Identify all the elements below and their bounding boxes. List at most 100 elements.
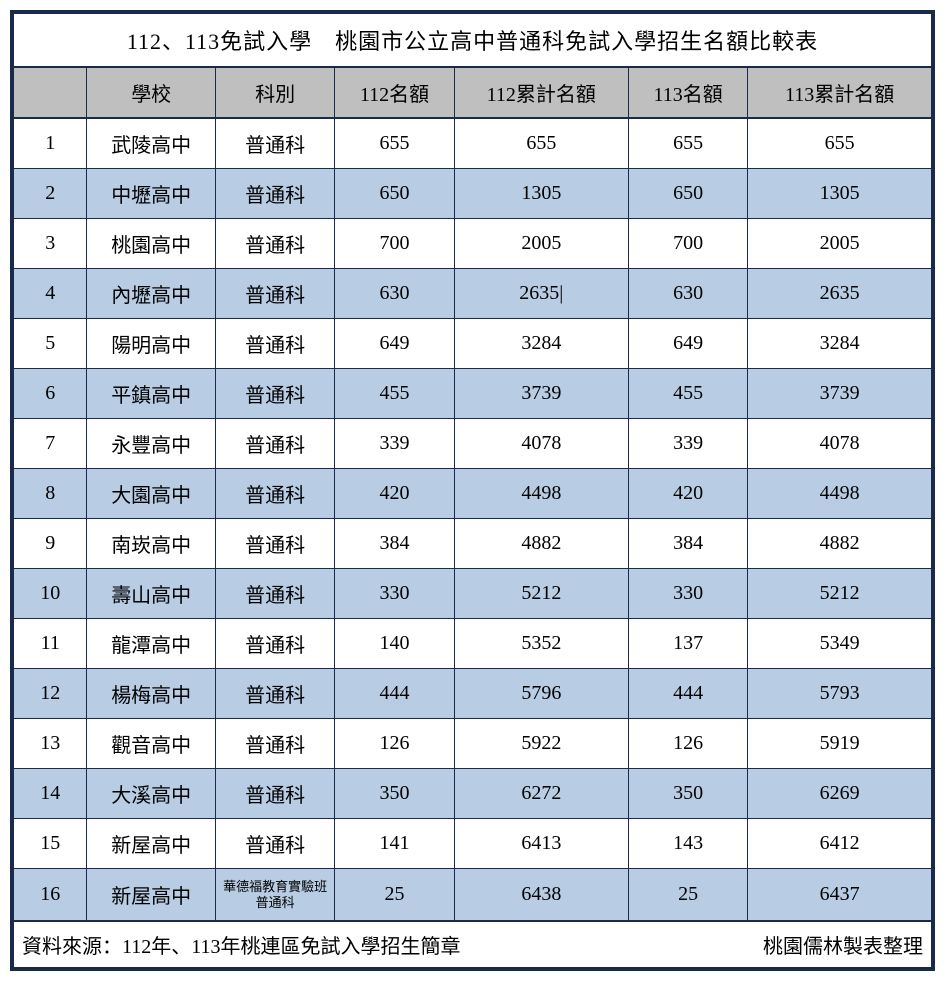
cell-dept: 普通科 (215, 519, 334, 569)
title-row: 112、113免試入學 桃園市公立高中普通科免試入學招生名額比較表 (14, 14, 932, 68)
table-row: 13觀音高中普通科12659221265919 (14, 719, 932, 769)
cell-num: 15 (14, 819, 87, 869)
cell-c112: 3739 (454, 369, 628, 419)
table-container: 112、113免試入學 桃園市公立高中普通科免試入學招生名額比較表 學校 科別 … (10, 10, 935, 971)
cell-q112: 630 (335, 269, 454, 319)
cell-school: 武陵高中 (87, 118, 216, 169)
table-row: 5陽明高中普通科64932846493284 (14, 319, 932, 369)
cell-q112: 339 (335, 419, 454, 469)
cell-c112: 655 (454, 118, 628, 169)
cell-dept: 普通科 (215, 669, 334, 719)
cell-school: 陽明高中 (87, 319, 216, 369)
cell-c113: 5919 (748, 719, 932, 769)
col-q113: 113名額 (629, 67, 748, 118)
cell-school: 內壢高中 (87, 269, 216, 319)
col-q112: 112名額 (335, 67, 454, 118)
cell-c112: 6272 (454, 769, 628, 819)
cell-num: 14 (14, 769, 87, 819)
cell-c113: 5349 (748, 619, 932, 669)
cell-q113: 630 (629, 269, 748, 319)
table-row: 6平鎮高中普通科45537394553739 (14, 369, 932, 419)
cell-dept: 普通科 (215, 419, 334, 469)
cell-num: 6 (14, 369, 87, 419)
table-row: 14大溪高中普通科35062723506269 (14, 769, 932, 819)
cell-school: 大溪高中 (87, 769, 216, 819)
cell-c112: 2005 (454, 219, 628, 269)
cell-c113: 2005 (748, 219, 932, 269)
table-row: 12楊梅高中普通科44457964445793 (14, 669, 932, 719)
footer-credit: 桃園儒林製表整理 (763, 930, 923, 959)
cell-c113: 5793 (748, 669, 932, 719)
cell-q112: 126 (335, 719, 454, 769)
cell-dept: 普通科 (215, 469, 334, 519)
cell-c113: 6412 (748, 819, 932, 869)
cell-c112: 4498 (454, 469, 628, 519)
cell-q112: 141 (335, 819, 454, 869)
cell-q113: 455 (629, 369, 748, 419)
col-c113: 113累計名額 (748, 67, 932, 118)
cell-num: 8 (14, 469, 87, 519)
cell-q112: 444 (335, 669, 454, 719)
cell-num: 7 (14, 419, 87, 469)
cell-num: 12 (14, 669, 87, 719)
table-row: 9南崁高中普通科38448823844882 (14, 519, 932, 569)
cell-c113: 4498 (748, 469, 932, 519)
cell-q112: 140 (335, 619, 454, 669)
cell-num: 10 (14, 569, 87, 619)
cell-num: 9 (14, 519, 87, 569)
cell-num: 13 (14, 719, 87, 769)
cell-q113: 444 (629, 669, 748, 719)
cell-c112: 4882 (454, 519, 628, 569)
cell-c112: 5796 (454, 669, 628, 719)
cell-school: 桃園高中 (87, 219, 216, 269)
cell-q113: 339 (629, 419, 748, 469)
cell-c112: 6413 (454, 819, 628, 869)
cell-c113: 1305 (748, 169, 932, 219)
cell-dept: 普通科 (215, 769, 334, 819)
cell-dept: 普通科 (215, 169, 334, 219)
cell-school: 大園高中 (87, 469, 216, 519)
cell-q112: 420 (335, 469, 454, 519)
cell-school: 中壢高中 (87, 169, 216, 219)
cell-c113: 2635 (748, 269, 932, 319)
cell-school: 楊梅高中 (87, 669, 216, 719)
cell-q112: 330 (335, 569, 454, 619)
table-row: 8大園高中普通科42044984204498 (14, 469, 932, 519)
cell-c112: 5212 (454, 569, 628, 619)
cell-c113: 655 (748, 118, 932, 169)
cell-num: 4 (14, 269, 87, 319)
cell-dept: 普通科 (215, 369, 334, 419)
cell-dept: 普通科 (215, 719, 334, 769)
cell-num: 5 (14, 319, 87, 369)
cell-c113: 4882 (748, 519, 932, 569)
cell-num: 1 (14, 118, 87, 169)
cell-school: 永豐高中 (87, 419, 216, 469)
cell-q112: 384 (335, 519, 454, 569)
cell-q112: 455 (335, 369, 454, 419)
cell-dept: 普通科 (215, 118, 334, 169)
cell-c112: 5922 (454, 719, 628, 769)
cell-q113: 649 (629, 319, 748, 369)
cell-school: 龍潭高中 (87, 619, 216, 669)
cell-q112: 350 (335, 769, 454, 819)
table-row: 15新屋高中普通科14164131436412 (14, 819, 932, 869)
cell-q113: 126 (629, 719, 748, 769)
cell-c112: 1305 (454, 169, 628, 219)
cell-q113: 330 (629, 569, 748, 619)
footer-row: 資料來源：112年、113年桃連區免試入學招生簡章 桃園儒林製表整理 (14, 921, 932, 968)
cell-dept: 普通科 (215, 819, 334, 869)
cell-c113: 6269 (748, 769, 932, 819)
cell-num: 2 (14, 169, 87, 219)
table-row: 10壽山高中普通科33052123305212 (14, 569, 932, 619)
cell-c113: 3284 (748, 319, 932, 369)
cell-q113: 384 (629, 519, 748, 569)
cell-q112: 649 (335, 319, 454, 369)
cell-c112: 4078 (454, 419, 628, 469)
cell-q113: 350 (629, 769, 748, 819)
col-dept: 科別 (215, 67, 334, 118)
cell-school: 南崁高中 (87, 519, 216, 569)
cell-dept: 普通科 (215, 569, 334, 619)
table-title: 112、113免試入學 桃園市公立高中普通科免試入學招生名額比較表 (14, 14, 932, 68)
cell-q113: 137 (629, 619, 748, 669)
cell-q112: 700 (335, 219, 454, 269)
